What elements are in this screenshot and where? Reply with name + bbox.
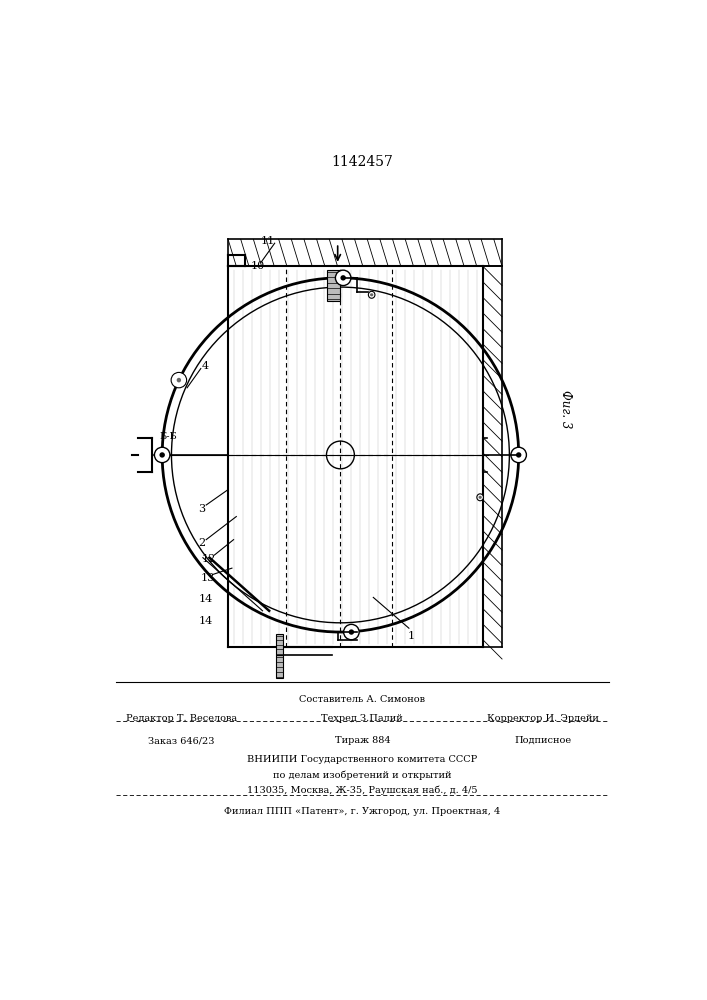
- Ellipse shape: [477, 494, 484, 501]
- Ellipse shape: [341, 275, 346, 281]
- Text: 1142457: 1142457: [332, 155, 393, 169]
- Text: 113035, Москва, Ж-35, Раушская наб., д. 4/5: 113035, Москва, Ж-35, Раушская наб., д. …: [247, 786, 478, 795]
- Ellipse shape: [349, 629, 354, 635]
- Text: Редактор Т. Веселова: Редактор Т. Веселова: [126, 714, 237, 723]
- Ellipse shape: [344, 624, 359, 640]
- Text: Тираж 884: Тираж 884: [334, 736, 390, 745]
- Text: Заказ 646/23: Заказ 646/23: [148, 736, 215, 745]
- Text: 12: 12: [201, 554, 216, 564]
- Text: Фиг. 3: Фиг. 3: [559, 390, 571, 428]
- Text: 13: 13: [201, 573, 215, 583]
- Ellipse shape: [177, 378, 181, 382]
- Text: Б-Б: Б-Б: [160, 432, 177, 441]
- Text: 10: 10: [251, 261, 265, 271]
- Text: 2: 2: [198, 538, 205, 548]
- Text: 14: 14: [199, 594, 214, 604]
- Bar: [276, 634, 283, 655]
- Text: 11: 11: [260, 236, 275, 246]
- Ellipse shape: [516, 452, 521, 458]
- Text: 4: 4: [201, 361, 209, 371]
- Ellipse shape: [479, 496, 481, 499]
- Text: Составитель А. Симонов: Составитель А. Симонов: [299, 695, 426, 704]
- Ellipse shape: [160, 452, 165, 458]
- Text: 14: 14: [199, 615, 214, 626]
- Text: Техред З.Палий: Техред З.Палий: [322, 714, 403, 723]
- Ellipse shape: [370, 293, 373, 296]
- Text: по делам изобретений и открытий: по делам изобретений и открытий: [273, 771, 452, 780]
- Text: 1: 1: [408, 631, 415, 641]
- Text: Корректор И. Эрдейи: Корректор И. Эрдейи: [487, 714, 599, 723]
- Ellipse shape: [154, 447, 170, 463]
- Ellipse shape: [171, 372, 187, 388]
- Text: ВНИИПИ Государственного комитета СССР: ВНИИПИ Государственного комитета СССР: [247, 755, 477, 764]
- Text: 3: 3: [198, 504, 205, 514]
- Bar: [276, 655, 283, 678]
- Ellipse shape: [335, 270, 351, 286]
- Text: Филиал ППП «Патент», г. Ужгород, ул. Проектная, 4: Филиал ППП «Патент», г. Ужгород, ул. Про…: [224, 807, 501, 816]
- Bar: [327, 270, 341, 301]
- Text: Подписное: Подписное: [515, 736, 572, 745]
- Ellipse shape: [511, 447, 527, 463]
- Ellipse shape: [368, 291, 375, 298]
